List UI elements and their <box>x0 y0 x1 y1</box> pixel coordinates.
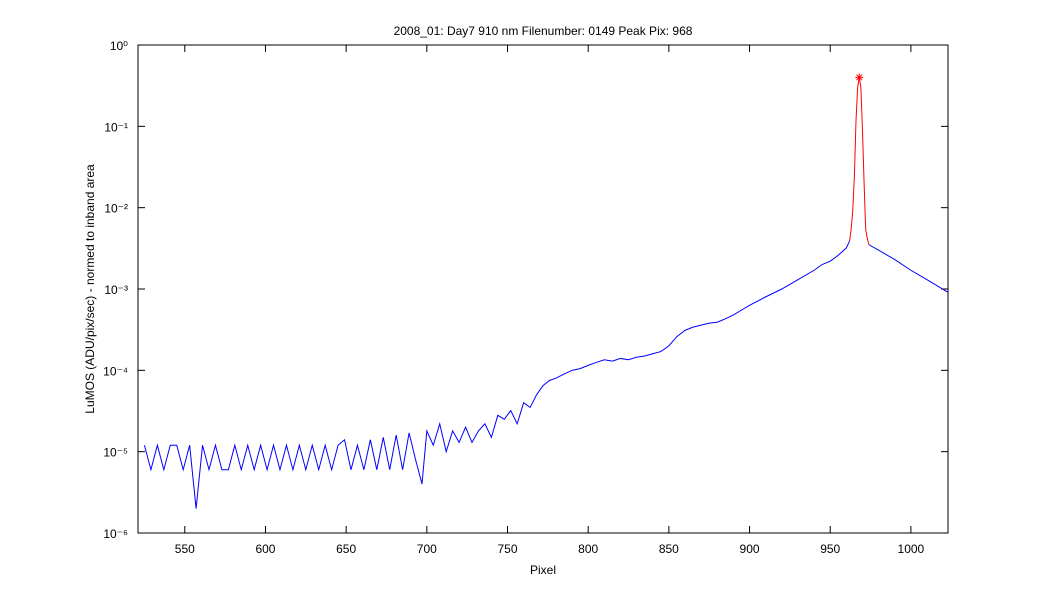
x-tick-label: 900 <box>740 542 760 556</box>
x-tick-label: 650 <box>336 542 356 556</box>
y-tick-label: 10⁻² <box>104 202 128 216</box>
y-axis-label: LuMOS (ADU/pix/sec) - normed to inband a… <box>83 164 97 414</box>
x-axis-label: Pixel <box>530 563 556 577</box>
peak-marker <box>855 73 864 82</box>
y-tick-label: 10⁰ <box>110 39 128 53</box>
x-tick-label: 750 <box>497 542 517 556</box>
data-line <box>143 240 949 509</box>
y-tick-label: 10⁻⁵ <box>103 446 128 460</box>
x-tick-label: 850 <box>659 542 679 556</box>
x-tick-label: 600 <box>255 542 275 556</box>
chart-title: 2008_01: Day7 910 nm Filenumber: 0149 Pe… <box>394 24 693 38</box>
x-tick-label: 700 <box>417 542 437 556</box>
x-tick-label: 950 <box>820 542 840 556</box>
y-tick-label: 10⁻³ <box>104 283 128 297</box>
y-tick-label: 10⁻⁴ <box>103 364 128 378</box>
x-tick-label: 550 <box>175 542 195 556</box>
x-tick-label: 1000 <box>898 542 925 556</box>
y-tick-label: 10⁻⁶ <box>103 527 128 541</box>
x-tick-label: 800 <box>578 542 598 556</box>
y-tick-label: 10⁻¹ <box>104 120 128 134</box>
